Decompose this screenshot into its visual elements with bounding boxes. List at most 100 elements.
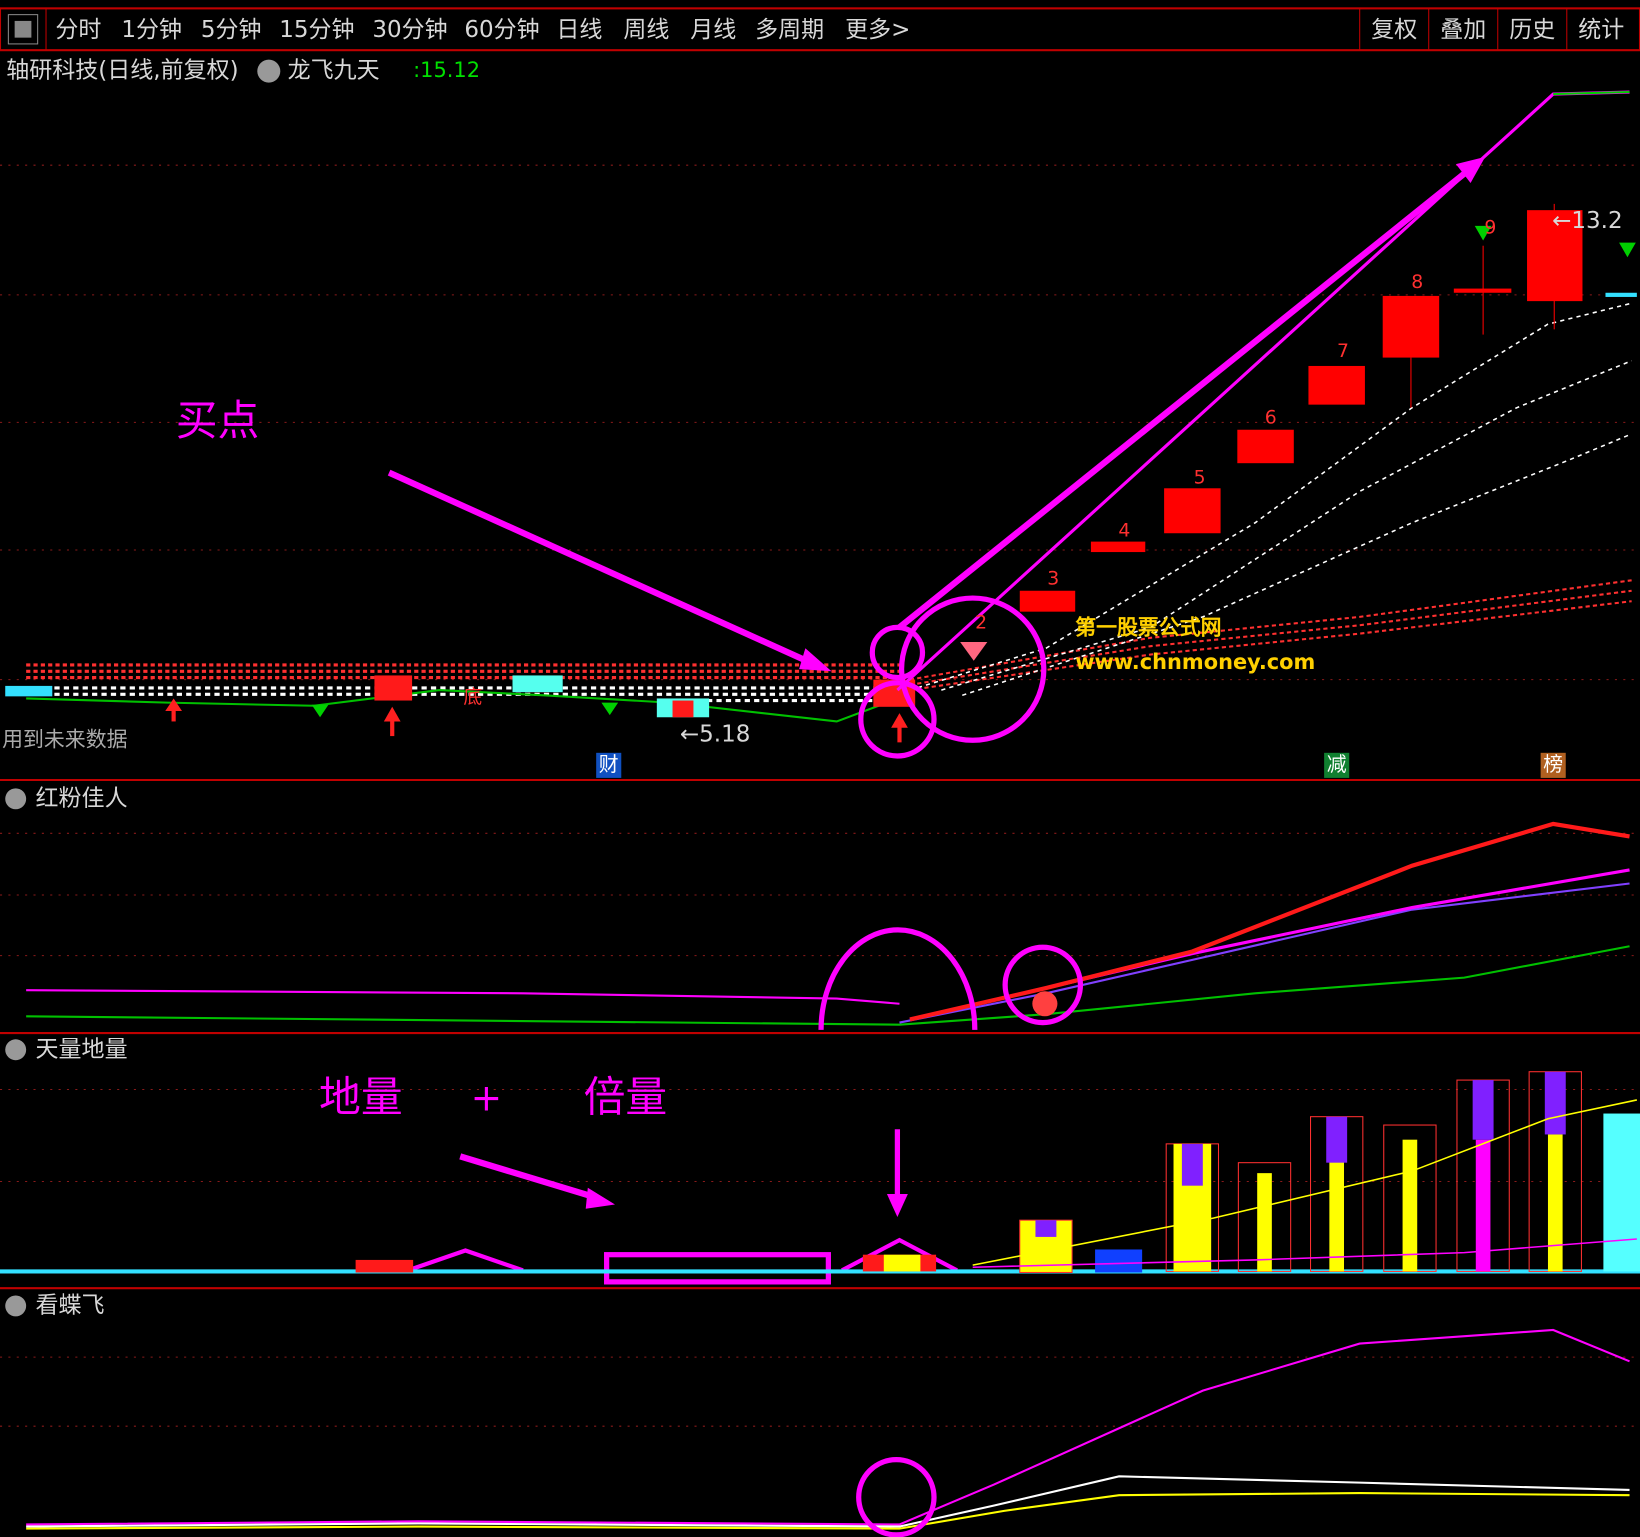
candle xyxy=(1605,292,1637,297)
arrow-down xyxy=(601,702,619,716)
volume-average xyxy=(972,1099,1638,1266)
diamond-icon xyxy=(960,641,988,661)
panel-icon[interactable] xyxy=(5,788,27,810)
tab[interactable]: 周线 xyxy=(623,17,669,43)
highlight-arc xyxy=(818,927,978,1030)
highlight-box xyxy=(604,1252,831,1285)
arrow xyxy=(387,469,818,668)
event-marker[interactable]: 榜 xyxy=(1543,753,1563,776)
tab[interactable]: 更多> xyxy=(845,17,910,43)
arrow-head xyxy=(886,1194,908,1218)
candle-number: 9 xyxy=(1484,217,1496,238)
panel-volume: 天量地量 地量 + 倍量 xyxy=(0,1036,1640,1285)
candle xyxy=(1308,365,1365,405)
tab[interactable]: 月线 xyxy=(690,17,736,43)
main-chart: 买点 ←5.18 ←13.2 底 用到未来数据 第一股票公式网 www.chnm… xyxy=(2,90,1637,778)
panel-title: 天量地量 xyxy=(36,1036,128,1062)
highlight-roof xyxy=(407,1237,958,1273)
volume-bar xyxy=(1095,1249,1143,1273)
volume-bar xyxy=(1544,1071,1566,1135)
tab[interactable]: 日线 xyxy=(556,17,602,43)
toolbar-button[interactable]: 统计 xyxy=(1578,17,1624,43)
band-line xyxy=(26,663,900,680)
volume-bar xyxy=(1181,1143,1203,1186)
volume-bar xyxy=(883,1254,921,1272)
volume-bar xyxy=(1472,1080,1494,1140)
candle xyxy=(374,675,413,701)
tab[interactable]: 30分钟 xyxy=(372,17,447,43)
down-arrows xyxy=(311,225,1636,718)
volume-bar xyxy=(1547,1134,1563,1272)
volume-bar xyxy=(1475,1139,1491,1272)
annotation: 倍量 xyxy=(584,1072,668,1121)
volume-bar xyxy=(1402,1139,1418,1272)
candle xyxy=(1527,210,1583,302)
stock-title: 轴研科技(日线,前复权) xyxy=(6,58,238,84)
candle-number: 7 xyxy=(1337,341,1349,362)
event-marker[interactable]: 财 xyxy=(599,753,619,776)
candle xyxy=(512,675,563,693)
tab-group: 分时 1分钟 5分钟 15分钟 30分钟 60分钟 日线 周线 月线 多周期 更多> xyxy=(55,17,910,43)
menu-icon xyxy=(14,20,32,38)
candle xyxy=(1453,288,1512,293)
highlight-circle xyxy=(858,680,937,759)
toolbar: 分时 1分钟 5分钟 15分钟 30分钟 60分钟 日线 周线 月线 多周期 更多> 复权 叠加 历史统… xyxy=(0,7,1640,52)
panel-dividers xyxy=(0,778,1640,1290)
up-arrows xyxy=(165,698,908,743)
panel-icon[interactable] xyxy=(5,1039,27,1061)
candle-numbers: 2 3 4 5 6 7 8 9 xyxy=(975,217,1496,633)
indicator-line xyxy=(26,1475,1630,1528)
candle xyxy=(1164,488,1221,534)
arrow xyxy=(897,166,1472,630)
band-line xyxy=(909,579,1632,692)
tab[interactable]: 60分钟 xyxy=(464,17,539,43)
tab[interactable]: 分时 xyxy=(55,17,101,43)
menu-button[interactable] xyxy=(7,14,39,45)
indicator-line xyxy=(899,882,1630,1024)
candle xyxy=(1090,541,1146,553)
candle-number: 8 xyxy=(1411,272,1423,293)
candle-number: 4 xyxy=(1118,521,1130,542)
arrow-up xyxy=(383,706,401,722)
highlight-circle xyxy=(898,595,1047,743)
volume-bar xyxy=(1326,1116,1348,1163)
volume-bar xyxy=(1603,1113,1640,1272)
indicator-line xyxy=(26,1492,1630,1530)
indicator-icon[interactable] xyxy=(257,59,281,83)
event-marker[interactable]: 减 xyxy=(1327,753,1347,776)
high-label: ←13.2 xyxy=(1552,208,1622,234)
right-buttons: 复权 叠加 历史 统计 xyxy=(1359,8,1624,51)
ball-icon xyxy=(1032,991,1058,1017)
arrow-up xyxy=(165,698,182,711)
candle xyxy=(672,700,694,718)
tab[interactable]: 多周期 xyxy=(755,17,824,43)
toolbar-button[interactable]: 复权 xyxy=(1371,17,1417,43)
tab[interactable]: 15分钟 xyxy=(279,17,354,43)
toolbar-button[interactable]: 历史 xyxy=(1509,17,1555,43)
annotation: + xyxy=(471,1075,503,1119)
tab[interactable]: 5分钟 xyxy=(201,17,262,43)
annotation: 买点 xyxy=(176,396,260,445)
arrow-head xyxy=(799,648,832,672)
avg-line xyxy=(909,302,1632,697)
arrow-down xyxy=(1619,242,1636,258)
candle-number: 2 xyxy=(975,613,987,634)
volume-average xyxy=(972,1238,1637,1269)
watermark: 第一股票公式网 xyxy=(1075,615,1221,639)
toolbar-button[interactable]: 叠加 xyxy=(1440,17,1486,43)
indicator-line xyxy=(909,821,1630,1022)
arrow-up xyxy=(390,719,395,737)
indicator-line xyxy=(26,989,900,1005)
bottom-label: 底 xyxy=(463,686,482,708)
arrow-down xyxy=(311,704,329,718)
candle xyxy=(1237,429,1294,464)
tab[interactable]: 1分钟 xyxy=(121,17,182,43)
arrow-head xyxy=(1455,156,1486,183)
panel-butterfly: 看蝶飞 xyxy=(5,1292,1630,1537)
panel-icon[interactable] xyxy=(5,1295,27,1317)
event-marker-bg xyxy=(1324,752,1350,778)
candle-number: 6 xyxy=(1265,408,1277,429)
arrow-down xyxy=(1474,225,1492,241)
candle-number: 5 xyxy=(1194,467,1206,488)
watermark: www.chnmoney.com xyxy=(1075,650,1315,674)
